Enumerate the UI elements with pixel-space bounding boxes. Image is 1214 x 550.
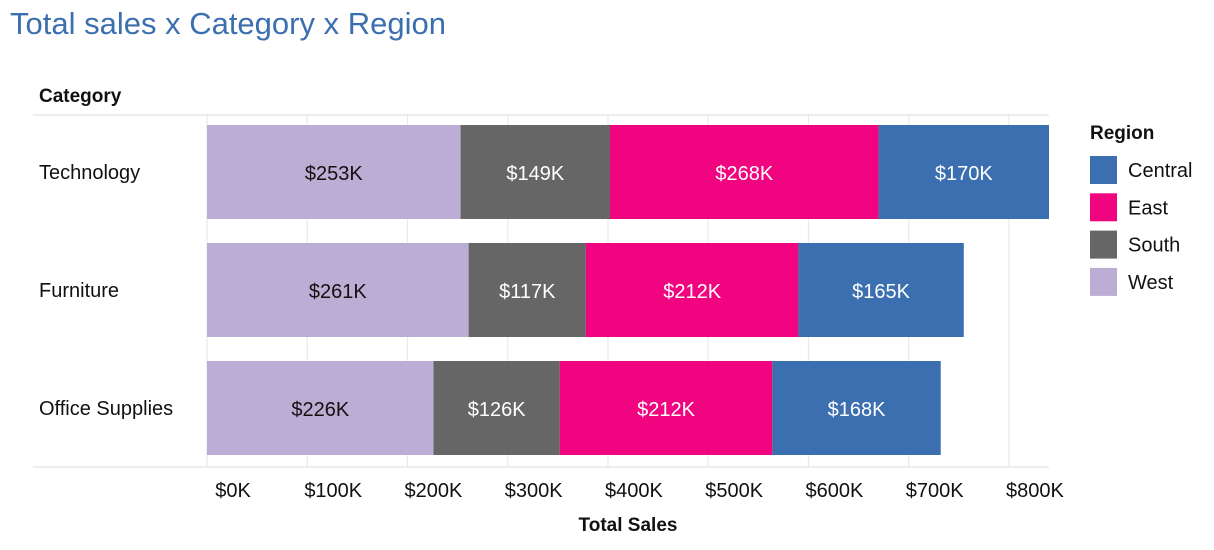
legend-swatch-west	[1090, 267, 1117, 296]
data-label: $117K	[499, 281, 556, 303]
chart-title: Total sales x Category x Region	[10, 6, 446, 41]
bar-east	[559, 361, 773, 455]
legend-label-east: East	[1128, 197, 1168, 219]
legend-swatch-central	[1090, 156, 1117, 184]
bar-east	[609, 125, 879, 219]
data-label: $165K	[852, 281, 910, 303]
x-tick-label: $700K	[906, 480, 964, 502]
category-label: Office Supplies	[39, 398, 173, 420]
bar-central	[878, 125, 1049, 219]
data-label: $253K	[305, 163, 363, 185]
legend-swatch-east	[1090, 193, 1117, 222]
x-tick-label: $800K	[1006, 480, 1064, 502]
bar-south	[460, 125, 610, 219]
legend-label-south: South	[1128, 235, 1180, 257]
category-label: Technology	[39, 162, 140, 184]
data-label: $170K	[935, 163, 993, 185]
legend-label-west: West	[1128, 272, 1174, 294]
legend-swatch-south	[1090, 230, 1117, 259]
data-label: $226K	[291, 399, 349, 421]
bar-west	[207, 361, 434, 455]
bar-south	[433, 361, 560, 455]
bar-west	[207, 125, 461, 219]
row-header: Category	[39, 86, 122, 107]
data-label: $126K	[468, 399, 526, 421]
data-label: $268K	[715, 163, 773, 185]
bar-west	[207, 243, 469, 337]
data-label: $261K	[309, 281, 367, 303]
legend-title: Region	[1090, 123, 1154, 144]
data-label: $212K	[637, 399, 695, 421]
legend-label-central: Central	[1128, 160, 1192, 182]
bar-south	[468, 243, 586, 337]
x-axis-title: Total Sales	[579, 515, 678, 536]
x-tick-label: $600K	[806, 480, 864, 502]
x-tick-label: $300K	[505, 480, 563, 502]
data-label: $149K	[506, 163, 564, 185]
data-label: $212K	[663, 281, 721, 303]
bar-central	[798, 243, 964, 337]
x-tick-label: $200K	[405, 480, 463, 502]
bar-central	[772, 361, 941, 455]
x-tick-label: $500K	[705, 480, 763, 502]
category-label: Furniture	[39, 280, 119, 302]
x-tick-label: $400K	[605, 480, 663, 502]
x-tick-label: $100K	[304, 480, 362, 502]
x-tick-label: $0K	[215, 480, 251, 502]
bar-east	[585, 243, 799, 337]
data-label: $168K	[828, 399, 886, 421]
